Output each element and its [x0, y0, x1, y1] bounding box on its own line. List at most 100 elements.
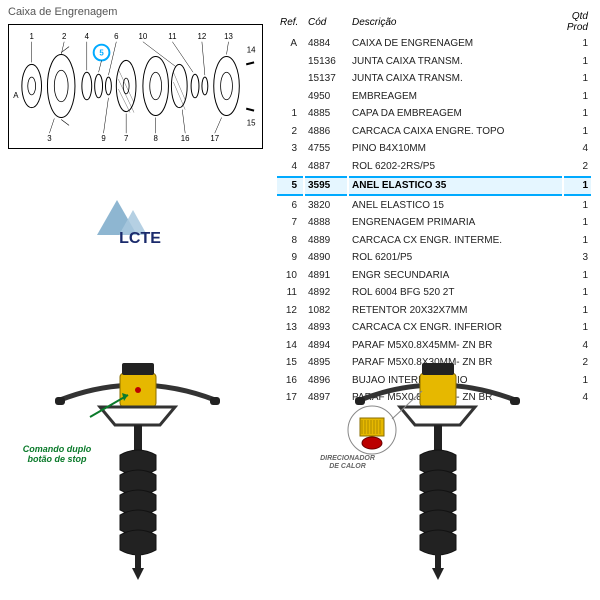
cell-qtd: 1	[564, 303, 591, 319]
svg-text:14: 14	[247, 46, 256, 55]
cell-desc: JUNTA CAIXA TRANSM.	[349, 71, 562, 87]
cell-desc: ENGR SECUNDARIA	[349, 268, 562, 284]
cell-qtd: 1	[564, 320, 591, 336]
cell-qtd: 1	[564, 54, 591, 70]
svg-text:12: 12	[198, 32, 207, 41]
svg-text:LCTE: LCTE	[119, 230, 161, 247]
cell-cod: 4885	[305, 106, 347, 122]
cell-desc: CARCACA CAIXA ENGRE. TOPO	[349, 124, 562, 140]
cell-ref: 1	[277, 106, 303, 122]
cell-qtd: 4	[564, 141, 591, 157]
cell-cod: 4888	[305, 215, 347, 231]
table-row: 134893CARCACA CX ENGR. INFERIOR1	[277, 320, 591, 336]
cell-ref: 4	[277, 159, 303, 175]
cell-cod: 15137	[305, 71, 347, 87]
svg-text:3: 3	[47, 134, 52, 143]
cell-qtd: 1	[564, 36, 591, 52]
cell-cod: 1082	[305, 303, 347, 319]
cell-ref: 12	[277, 303, 303, 319]
table-row: 4950EMBREAGEM1	[277, 89, 591, 105]
cell-desc: ANEL ELASTICO 15	[349, 198, 562, 214]
cell-qtd: 1	[564, 106, 591, 122]
cell-qtd: 1	[564, 71, 591, 87]
svg-text:7: 7	[124, 134, 128, 143]
cell-desc: ANEL ELASTICO 35	[349, 176, 562, 196]
cell-qtd: 1	[564, 268, 591, 284]
cell-qtd: 4	[564, 338, 591, 354]
table-row: 74888ENGRENAGEM PRIMARIA1	[277, 215, 591, 231]
cell-ref: 11	[277, 285, 303, 301]
svg-text:11: 11	[168, 32, 176, 41]
caption-right: DIRECIONADOR DE CALOR	[315, 455, 380, 470]
cell-ref: 8	[277, 233, 303, 249]
table-row: 34755PINO B4X10MM4	[277, 141, 591, 157]
svg-text:16: 16	[181, 134, 190, 143]
svg-text:1: 1	[30, 32, 34, 41]
cell-qtd: 1	[564, 285, 591, 301]
cell-ref	[277, 54, 303, 70]
cell-desc: CAPA DA EMBREAGEM	[349, 106, 562, 122]
cell-qtd: 1	[564, 89, 591, 105]
cell-qtd: 2	[564, 159, 591, 175]
cell-ref	[277, 71, 303, 87]
cell-cod: 3820	[305, 198, 347, 214]
svg-text:17: 17	[210, 134, 219, 143]
table-row: 104891ENGR SECUNDARIA1	[277, 268, 591, 284]
cell-desc: CAIXA DE ENGRENAGEM	[349, 36, 562, 52]
product-image-left	[40, 345, 235, 585]
cell-ref: 6	[277, 198, 303, 214]
cell-ref: 9	[277, 250, 303, 266]
cell-desc: PINO B4X10MM	[349, 141, 562, 157]
cell-desc: ROL 6201/P5	[349, 250, 562, 266]
table-row: 94890ROL 6201/P53	[277, 250, 591, 266]
cell-cod: 4891	[305, 268, 347, 284]
col-ref: Ref.	[277, 10, 303, 34]
cell-cod: 4890	[305, 250, 347, 266]
table-row: 84889CARCACA CX ENGR. INTERME.1	[277, 233, 591, 249]
cell-ref: 16	[277, 373, 303, 389]
cell-cod: 4892	[305, 285, 347, 301]
cell-qtd: 2	[564, 355, 591, 371]
cell-ref: 3	[277, 141, 303, 157]
svg-text:10: 10	[139, 32, 148, 41]
cell-desc: ROL 6004 BFG 520 2T	[349, 285, 562, 301]
table-row: A4884CAIXA DE ENGRENAGEM1	[277, 36, 591, 52]
cell-qtd: 1	[564, 198, 591, 214]
table-row: 14885CAPA DA EMBREAGEM1	[277, 106, 591, 122]
cell-ref: 10	[277, 268, 303, 284]
table-row: 121082RETENTOR 20X32X7MM1	[277, 303, 591, 319]
cell-ref: 17	[277, 390, 303, 406]
cell-desc: ENGRENAGEM PRIMARIA	[349, 215, 562, 231]
cell-ref: 7	[277, 215, 303, 231]
caption-left: Comando duplo botão de stop	[12, 445, 102, 465]
cell-ref: 5	[277, 176, 303, 196]
cell-desc: CARCACA CX ENGR. INFERIOR	[349, 320, 562, 336]
cell-ref: 14	[277, 338, 303, 354]
svg-text:15: 15	[247, 118, 256, 127]
cell-ref	[277, 89, 303, 105]
cell-qtd: 1	[564, 233, 591, 249]
cell-desc: EMBREAGEM	[349, 89, 562, 105]
cell-cod: 15136	[305, 54, 347, 70]
col-qtd: Qtd Prod	[564, 10, 591, 34]
company-logo: LCTE	[95, 195, 185, 250]
cell-qtd: 1	[564, 215, 591, 231]
exploded-diagram: A 1 2 3 4 5 6	[8, 24, 263, 149]
table-row: 114892ROL 6004 BFG 520 2T1	[277, 285, 591, 301]
svg-text:4: 4	[85, 32, 90, 41]
cell-ref: 13	[277, 320, 303, 336]
cell-cod: 3595	[305, 176, 347, 196]
svg-text:8: 8	[153, 134, 158, 143]
section-title: Caixa de Engrenagem	[8, 6, 117, 18]
svg-text:5: 5	[99, 49, 104, 58]
cell-cod: 4950	[305, 89, 347, 105]
cell-ref: 15	[277, 355, 303, 371]
cell-cod: 4889	[305, 233, 347, 249]
cell-cod: 4887	[305, 159, 347, 175]
table-row: 24886CARCACA CAIXA ENGRE. TOPO1	[277, 124, 591, 140]
cell-qtd: 1	[564, 176, 591, 196]
table-row: 15136JUNTA CAIXA TRANSM.1	[277, 54, 591, 70]
table-row: 53595ANEL ELASTICO 351	[277, 176, 591, 196]
col-desc: Descrição	[349, 10, 562, 34]
cell-desc: JUNTA CAIXA TRANSM.	[349, 54, 562, 70]
